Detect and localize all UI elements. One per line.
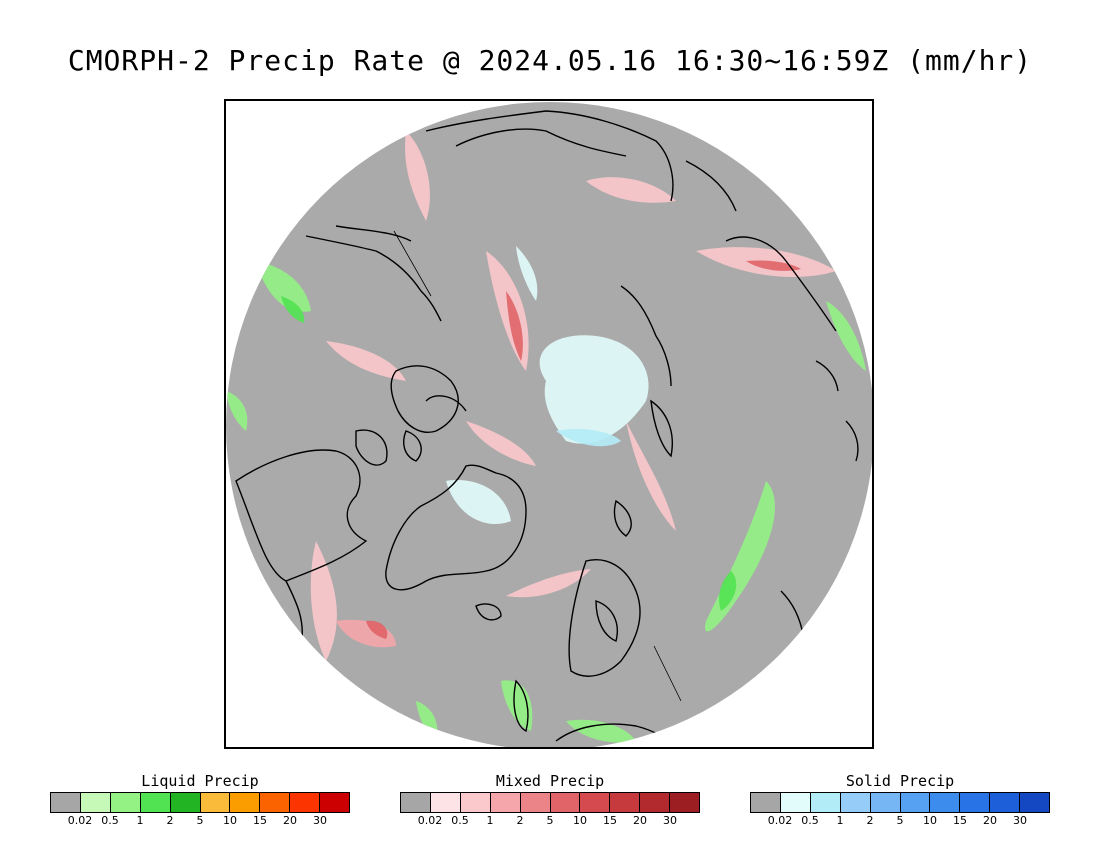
legend-swatch (430, 793, 461, 812)
legend-ticks: 0.02 0.5 1 2 5 10 15 20 30 (750, 813, 1050, 827)
legend-ticks: 0.02 0.5 1 2 5 10 15 20 30 (400, 813, 700, 827)
legend-tick-label: 5 (196, 814, 204, 827)
legend-tick-label: 0.5 (801, 814, 819, 827)
legend-tick-label: 10 (223, 814, 237, 827)
legend-swatch (870, 793, 901, 812)
legend-tick-label: 30 (313, 814, 327, 827)
legend-title: Mixed Precip (495, 772, 605, 790)
legend-tick-label: 10 (573, 814, 587, 827)
legend-swatch (170, 793, 201, 812)
legend-swatch (930, 793, 961, 812)
legend-swatch (1020, 793, 1050, 812)
legend-tick-label: 0.5 (451, 814, 469, 827)
legend-swatch (51, 793, 81, 812)
legend-tick-label: 2 (866, 814, 874, 827)
legend-swatch (80, 793, 111, 812)
legend-tick-label: 10 (923, 814, 937, 827)
coastlines (235, 110, 859, 747)
legend-tick-label: 0.02 (417, 814, 443, 827)
legend-swatch (320, 793, 350, 812)
legend-swatch (580, 793, 611, 812)
legend-swatch (140, 793, 171, 812)
legend-swatch (810, 793, 841, 812)
legend-tick-label: 2 (516, 814, 524, 827)
legend-tick-label: 1 (136, 814, 144, 827)
map-frame (224, 99, 874, 749)
legend-swatch (990, 793, 1021, 812)
legend-tick-label: 20 (983, 814, 997, 827)
legend-swatch (110, 793, 141, 812)
legend-tick-label: 0.02 (767, 814, 793, 827)
legend-swatch (290, 793, 321, 812)
legend-swatch (900, 793, 931, 812)
legend-tick-label: 15 (253, 814, 267, 827)
legend-swatch (460, 793, 491, 812)
legend-swatch (230, 793, 261, 812)
legend-tick-label: 30 (663, 814, 677, 827)
legend-tick-label: 1 (486, 814, 494, 827)
legend-ticks: 0.02 0.5 1 2 5 10 15 20 30 (50, 813, 350, 827)
legend-tick-label: 20 (283, 814, 297, 827)
legend-swatch (840, 793, 871, 812)
legend-tick-label: 30 (1013, 814, 1027, 827)
legend-solid-precip: Solid Precip 0.02 0.5 1 2 5 10 15 20 30 (750, 772, 1050, 827)
legend-swatch (780, 793, 811, 812)
liquid-precip-areas (226, 261, 866, 743)
legend-tick-label: 1 (836, 814, 844, 827)
legend-swatch (490, 793, 521, 812)
legend-swatch (200, 793, 231, 812)
legend-tick-label: 5 (546, 814, 554, 827)
map-disk (226, 102, 872, 747)
legend-swatch (960, 793, 991, 812)
legend-tick-label: 15 (603, 814, 617, 827)
legend-tick-label: 2 (166, 814, 174, 827)
legend-color-bar (400, 792, 700, 813)
mixed-precip-areas (310, 131, 836, 661)
legend-swatch (520, 793, 551, 812)
solid-precip-areas (446, 246, 649, 525)
map-title: CMORPH-2 Precip Rate @ 2024.05.16 16:30~… (67, 44, 1033, 77)
legend-tick-label: 15 (953, 814, 967, 827)
legend-tick-label: 20 (633, 814, 647, 827)
legend-swatch (401, 793, 431, 812)
legend-swatch (751, 793, 781, 812)
legend-swatch (610, 793, 641, 812)
legend-tick-label: 0.5 (101, 814, 119, 827)
legend-swatch (260, 793, 291, 812)
legend-color-bar (50, 792, 350, 813)
legend-tick-label: 5 (896, 814, 904, 827)
legend-title: Liquid Precip (141, 772, 259, 790)
legend-title: Solid Precip (845, 772, 955, 790)
legend-swatch (670, 793, 700, 812)
legend-swatch (640, 793, 671, 812)
legend-swatch (550, 793, 581, 812)
legend-tick-label: 0.02 (67, 814, 93, 827)
legend-mixed-precip: Mixed Precip 0.02 0.5 1 2 5 10 15 20 30 (400, 772, 700, 827)
polar-map (226, 102, 872, 747)
legend-liquid-precip: Liquid Precip 0.02 0.5 1 2 5 10 15 20 30 (50, 772, 350, 827)
legend-color-bar (750, 792, 1050, 813)
